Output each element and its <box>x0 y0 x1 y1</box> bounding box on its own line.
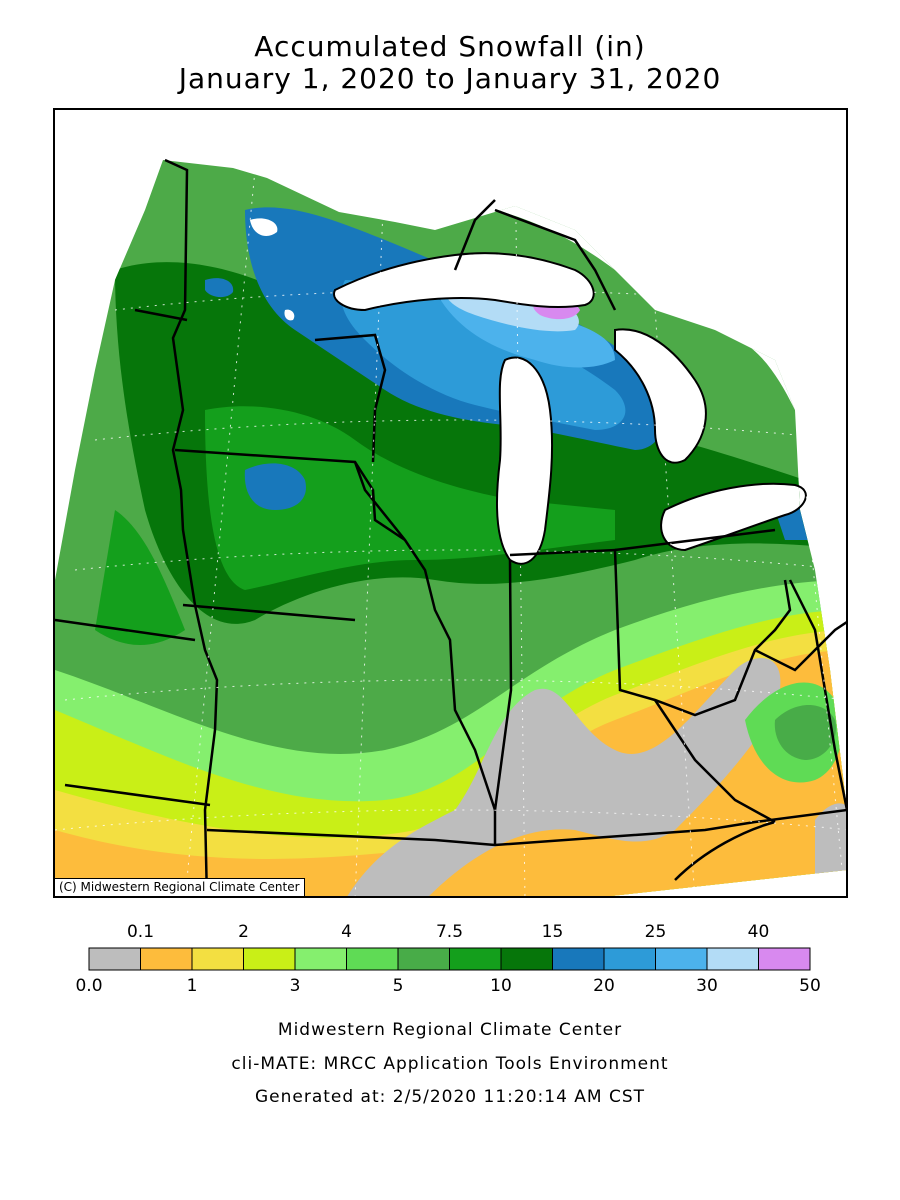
legend-swatch <box>140 947 193 971</box>
map-credit: (C) Midwestern Regional Climate Center <box>55 878 305 896</box>
map-subtitle: January 1, 2020 to January 31, 2020 <box>178 62 722 95</box>
legend-swatch <box>758 947 811 971</box>
legend-bottom-label: 0.0 <box>75 976 103 996</box>
graticule <box>55 149 846 896</box>
legend-swatch <box>346 947 399 971</box>
legend-swatch <box>655 947 708 971</box>
legend-swatch <box>706 947 759 971</box>
legend-swatch <box>191 947 244 971</box>
legend-top-label: 2 <box>238 922 249 942</box>
snowfall-map: (C) Midwestern Regional Climate Center <box>53 108 848 898</box>
legend-swatch <box>397 947 450 971</box>
legend-top-label: 25 <box>644 922 667 942</box>
legend-bottom-label: 30 <box>696 976 718 996</box>
legend-bottom-label: 10 <box>490 976 512 996</box>
legend-bottom-label: 20 <box>593 976 615 996</box>
legend-top-label: 0.1 <box>126 922 155 942</box>
legend-swatch <box>500 947 553 971</box>
legend-bottom-label: 1 <box>186 976 198 996</box>
legend-bottom-label: 50 <box>799 976 821 996</box>
legend-bottom-label: 5 <box>392 976 404 996</box>
legend-swatch <box>88 947 141 971</box>
state-borders <box>55 158 846 896</box>
snowfall-shading <box>55 160 846 896</box>
footer-organization: Midwestern Regional Climate Center <box>277 1020 623 1040</box>
legend-top-label: 4 <box>341 922 352 942</box>
legend-swatch <box>552 947 605 971</box>
map-canvas <box>55 149 846 896</box>
legend-top-label: 40 <box>747 922 770 942</box>
footer-application: cli-MATE: MRCC Application Tools Environ… <box>231 1054 669 1074</box>
legend-swatch <box>243 947 296 971</box>
legend-swatch <box>449 947 502 971</box>
legend-swatch <box>603 947 656 971</box>
legend-top-label: 7.5 <box>435 922 464 942</box>
legend-swatch <box>294 947 347 971</box>
legend-bottom-label: 3 <box>289 976 301 996</box>
footer-generated-time: Generated at: 2/5/2020 11:20:14 AM CST <box>254 1087 646 1107</box>
legend-top-label: 15 <box>541 922 564 942</box>
lake-outlines <box>333 252 807 565</box>
map-title: Accumulated Snowfall (in) <box>254 30 646 63</box>
